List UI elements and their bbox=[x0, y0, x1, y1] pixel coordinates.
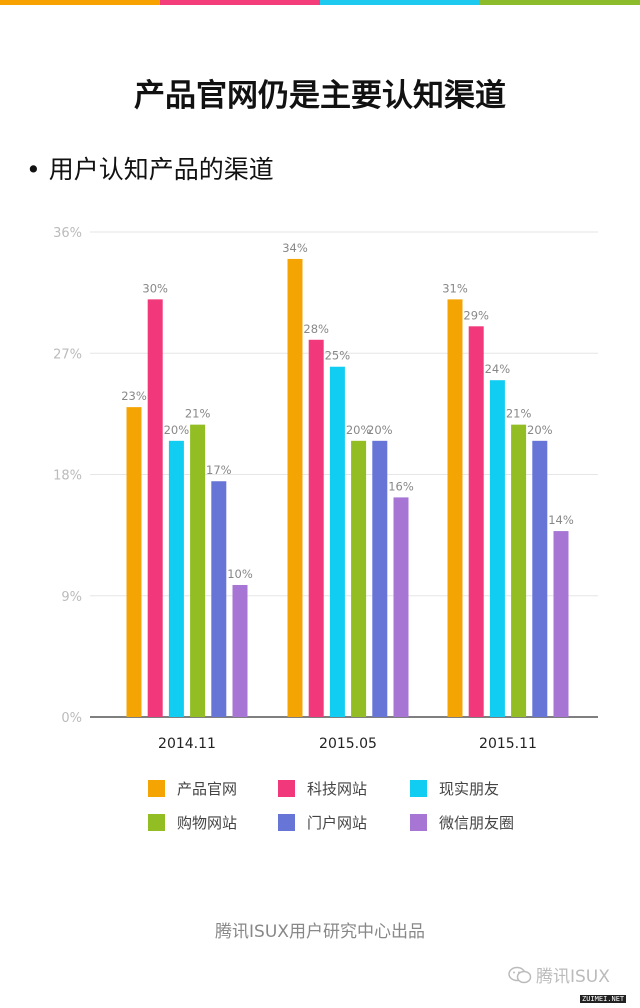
x-tick-label: 2015.05 bbox=[319, 736, 377, 752]
chart-subtitle: • 用户认知产品的渠道 bbox=[26, 155, 274, 184]
bar bbox=[553, 531, 569, 717]
y-tick-label: 9% bbox=[61, 590, 82, 605]
legend-swatch bbox=[148, 780, 165, 797]
legend-item: 现实朋友 bbox=[410, 778, 499, 799]
data-label: 16% bbox=[388, 479, 414, 493]
y-tick-label: 0% bbox=[61, 711, 82, 726]
legend-swatch bbox=[278, 780, 295, 797]
legend-label: 科技网站 bbox=[307, 780, 368, 798]
y-tick-label: 36% bbox=[53, 226, 82, 241]
data-label: 20% bbox=[164, 423, 190, 437]
wechat-watermark: 腾讯ISUX bbox=[508, 962, 610, 987]
data-label: 10% bbox=[227, 567, 253, 581]
bar bbox=[211, 481, 227, 717]
top-bar-segment-pink bbox=[160, 0, 320, 5]
data-label: 24% bbox=[485, 362, 511, 376]
legend-item: 产品官网 bbox=[148, 778, 237, 799]
wechat-icon bbox=[508, 966, 532, 984]
bar bbox=[126, 407, 142, 717]
bar bbox=[351, 440, 367, 717]
bar bbox=[168, 440, 184, 717]
legend-label: 微信朋友圈 bbox=[439, 814, 515, 832]
y-tick-label: 18% bbox=[53, 469, 82, 484]
legend-label: 产品官网 bbox=[177, 780, 238, 798]
data-label: 20% bbox=[346, 423, 372, 437]
data-label: 21% bbox=[506, 407, 532, 421]
bar-chart: 0% 9% 18% 27% 36% 23% 30% 20% 21% 17% 10% 2014.11 34… bbox=[53, 226, 598, 752]
data-label: 23% bbox=[121, 389, 147, 403]
x-tick-label: 2014.11 bbox=[158, 736, 216, 752]
bar bbox=[447, 299, 463, 717]
legend-swatch bbox=[410, 814, 427, 831]
bar bbox=[147, 299, 163, 717]
bar bbox=[308, 339, 324, 717]
legend-item: 购物网站 bbox=[148, 812, 237, 833]
data-label: 20% bbox=[367, 423, 393, 437]
x-tick-label: 2015.11 bbox=[479, 736, 537, 752]
top-color-bar bbox=[0, 0, 640, 5]
top-bar-segment-green bbox=[480, 0, 640, 5]
bar bbox=[468, 326, 484, 717]
watermark-text: 腾讯ISUX bbox=[536, 967, 610, 987]
data-label: 30% bbox=[142, 281, 168, 295]
top-bar-segment-cyan bbox=[320, 0, 480, 5]
y-tick-label: 27% bbox=[53, 347, 82, 362]
bar bbox=[232, 584, 248, 717]
data-label: 34% bbox=[282, 241, 308, 255]
data-label: 28% bbox=[303, 322, 329, 336]
bar bbox=[532, 440, 548, 717]
legend-item: 科技网站 bbox=[278, 778, 367, 799]
data-label: 21% bbox=[185, 407, 211, 421]
data-label: 17% bbox=[206, 463, 232, 477]
legend-swatch bbox=[278, 814, 295, 831]
legend-label: 购物网站 bbox=[177, 814, 238, 832]
data-label: 29% bbox=[463, 308, 489, 322]
data-label: 20% bbox=[527, 423, 553, 437]
data-label: 31% bbox=[442, 281, 468, 295]
legend-swatch bbox=[148, 814, 165, 831]
page-title: 产品官网仍是主要认知渠道 bbox=[134, 78, 506, 114]
legend-item: 门户网站 bbox=[278, 812, 367, 833]
legend-label: 现实朋友 bbox=[439, 780, 500, 798]
bar bbox=[511, 424, 527, 717]
bar bbox=[393, 497, 409, 717]
legend-swatch bbox=[410, 780, 427, 797]
top-bar-segment-orange bbox=[0, 0, 160, 5]
legend-label: 门户网站 bbox=[307, 814, 368, 832]
site-tag: ZUIMEI.NET bbox=[580, 995, 627, 1003]
legend-item: 微信朋友圈 bbox=[410, 812, 514, 833]
data-label: 14% bbox=[548, 513, 574, 527]
data-label: 25% bbox=[325, 349, 351, 363]
credit-text: 腾讯ISUX用户研究中心出品 bbox=[215, 922, 425, 942]
bar bbox=[489, 380, 505, 717]
bar bbox=[190, 424, 206, 717]
bar bbox=[329, 366, 345, 717]
bar bbox=[287, 258, 303, 717]
bar bbox=[372, 440, 388, 717]
